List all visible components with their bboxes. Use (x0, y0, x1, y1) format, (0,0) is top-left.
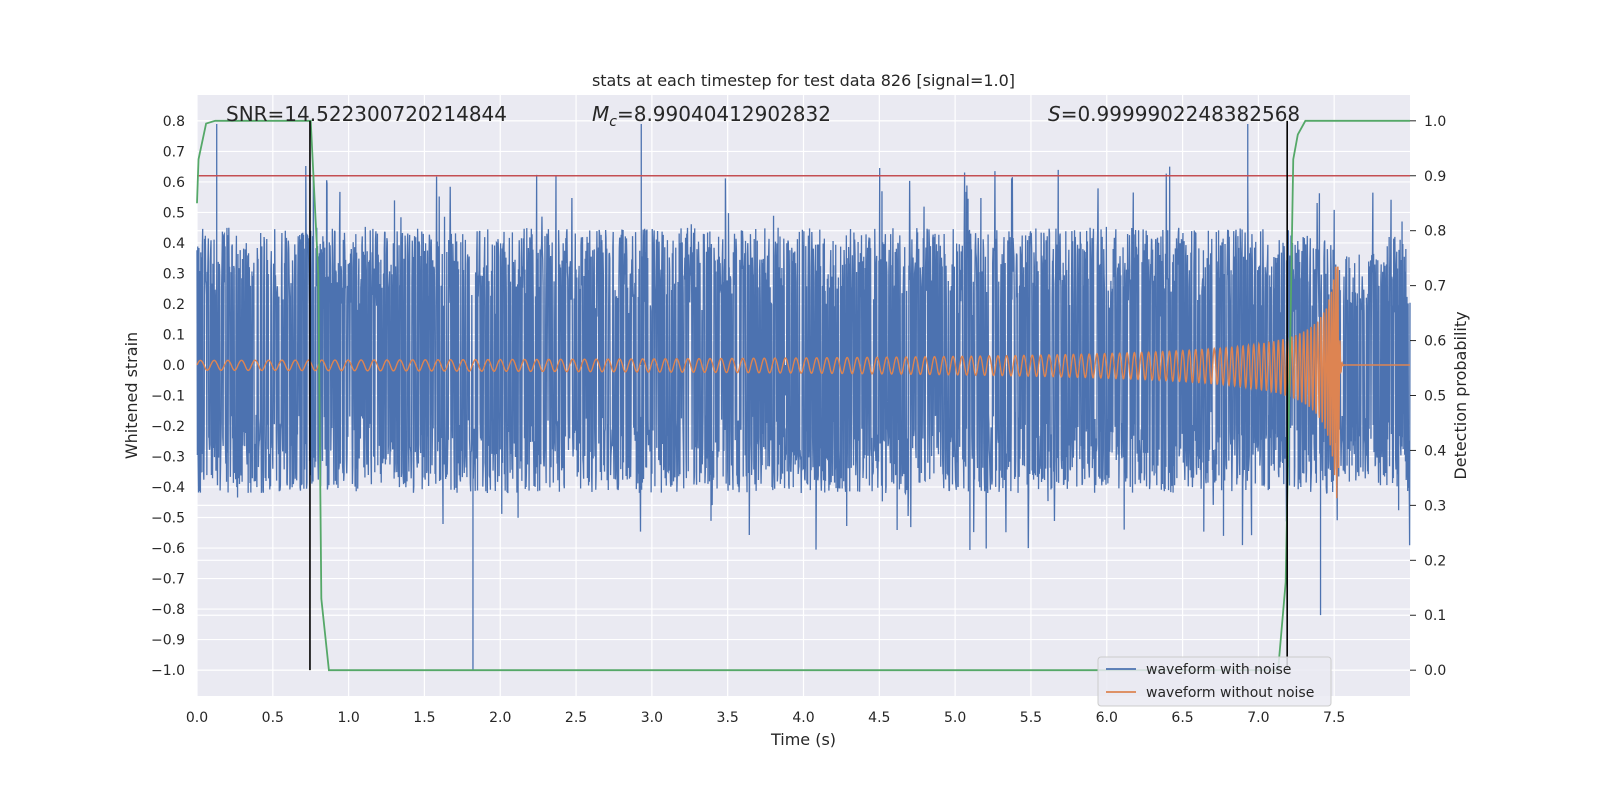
left-y-tick-label: −0.2 (151, 419, 185, 435)
left-y-tick-label: −1.0 (151, 663, 185, 679)
left-y-tick-label: −0.5 (151, 511, 185, 527)
x-tick-label: 0.0 (186, 710, 208, 726)
right-y-tick-label: 0.6 (1424, 334, 1446, 350)
left-y-tick-label: −0.9 (151, 633, 185, 649)
statistic-symbol: S (1048, 102, 1061, 126)
chart-title: stats at each timestep for test data 826… (592, 71, 1015, 90)
right-y-tick-label: 0.9 (1424, 169, 1446, 185)
left-y-tick-label: 0.3 (163, 266, 185, 282)
right-y-tick-label: 1.0 (1424, 114, 1446, 130)
x-axis-ticks: 0.0 0.5 1.0 1.5 2.0 2.5 3.0 3.5 4.0 4.5 5.0 5.5 6.0 6… (186, 710, 1345, 726)
left-y-tick-label: 0.8 (163, 114, 185, 130)
right-y-tick-label: 0.3 (1424, 498, 1446, 514)
x-tick-label: 1.5 (413, 710, 435, 726)
left-y-tick-label: 0.2 (163, 297, 185, 313)
x-tick-label: 3.5 (717, 710, 739, 726)
detection-statistic-annotation: S=0.9999902248382568 (1048, 102, 1300, 126)
right-y-tick-label: 0.1 (1424, 608, 1446, 624)
series-detection-probability (196, 119, 1410, 672)
left-y-tick-label: −0.6 (151, 541, 185, 557)
x-tick-label: 4.0 (792, 710, 814, 726)
x-axis-label: Time (s) (770, 730, 836, 749)
right-y-tick-label: 0.0 (1424, 663, 1446, 679)
legend-frame (1097, 656, 1332, 707)
chirp-mass-symbol: M (592, 102, 609, 126)
legend-label-noise: waveform with noise (1146, 662, 1291, 678)
x-tick-label: 5.5 (1020, 710, 1042, 726)
right-y-tick-label: 0.4 (1424, 443, 1446, 459)
left-y-tick-label: 0.1 (163, 327, 185, 343)
right-y-tick-label: 0.8 (1424, 224, 1446, 240)
x-tick-label: 2.0 (489, 710, 511, 726)
left-y-tick-label: 0.5 (163, 205, 185, 221)
left-y-tick-label: 0.6 (163, 175, 185, 191)
x-tick-label: 5.0 (944, 710, 966, 726)
right-y-axis-label: Detection probability (1451, 311, 1470, 479)
series-waveform-without-noise (196, 266, 1410, 499)
x-tick-label: 7.5 (1323, 710, 1345, 726)
left-y-tick-label: −0.8 (151, 602, 185, 618)
x-tick-label: 3.0 (641, 710, 663, 726)
left-y-tick-label: −0.4 (151, 480, 185, 496)
left-axis-ticks: 0.8 0.7 0.6 0.5 0.4 0.3 0.2 0.1 0.0 −0.1 −0.2 −0.3 −… (151, 114, 185, 679)
series-waveform-with-noise (196, 123, 1411, 671)
x-tick-label: 4.5 (868, 710, 890, 726)
x-tick-label: 1.0 (337, 710, 359, 726)
right-y-tick-label: 0.5 (1424, 389, 1446, 405)
left-y-tick-label: 0.4 (163, 236, 185, 252)
series-layer (196, 123, 1411, 671)
chirp-mass-subscript: c (609, 114, 617, 130)
legend-label-clean: waveform without noise (1146, 685, 1314, 701)
x-tick-label: 6.5 (1171, 710, 1193, 726)
x-tick-label: 0.5 (262, 710, 284, 726)
chirp-mass-value: =8.99040412902832 (617, 102, 831, 126)
left-y-axis-label: Whitened strain (122, 332, 141, 459)
x-tick-label: 7.0 (1247, 710, 1269, 726)
right-y-tick-label: 0.7 (1424, 279, 1446, 295)
chirp-mass-annotation: Mc=8.99040412902832 (592, 102, 831, 130)
left-y-tick-label: 0.0 (163, 358, 185, 374)
left-y-tick-label: −0.7 (151, 572, 185, 588)
x-tick-label: 6.0 (1096, 710, 1118, 726)
left-y-tick-label: 0.7 (163, 144, 185, 160)
reference-lines (196, 119, 1410, 672)
snr-annotation: SNR=14.522300720214844 (226, 102, 507, 126)
x-tick-label: 2.5 (565, 710, 587, 726)
legend: waveform with noise waveform without noi… (1097, 656, 1332, 707)
right-y-tick-label: 0.2 (1424, 553, 1446, 569)
left-y-tick-label: −0.3 (151, 450, 185, 466)
statistic-value: =0.9999902248382568 (1061, 102, 1300, 126)
left-y-tick-label: −0.1 (151, 389, 185, 405)
right-axis-ticks: 1.0 0.9 0.8 0.7 0.6 0.5 0.4 0.3 0.2 0.1 0.0 (1410, 114, 1446, 679)
